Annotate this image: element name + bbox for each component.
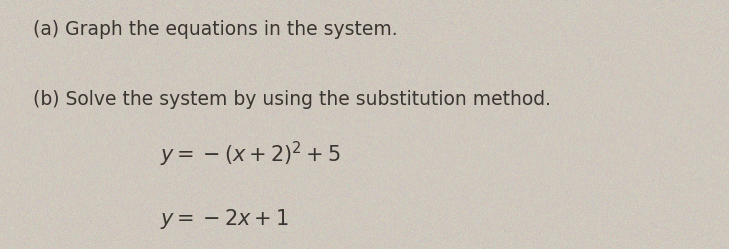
Text: (a) Graph the equations in the system.: (a) Graph the equations in the system. bbox=[33, 20, 397, 39]
Text: (b) Solve the system by using the substitution method.: (b) Solve the system by using the substi… bbox=[33, 90, 551, 109]
Text: $y=-(x+2)^{2}+5$: $y=-(x+2)^{2}+5$ bbox=[160, 140, 341, 169]
Text: $y=-2x+1$: $y=-2x+1$ bbox=[160, 207, 289, 231]
